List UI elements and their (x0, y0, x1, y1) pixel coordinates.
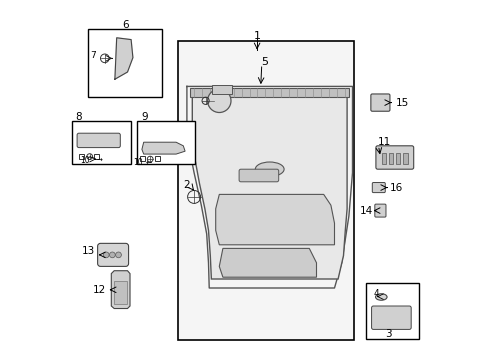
Text: 7: 7 (90, 51, 96, 60)
Bar (114, 281, 127, 304)
Ellipse shape (207, 89, 230, 113)
Text: 5: 5 (260, 57, 267, 67)
Ellipse shape (255, 162, 284, 176)
Bar (388, 153, 392, 164)
FancyBboxPatch shape (375, 146, 413, 169)
Text: 12: 12 (92, 285, 106, 295)
Text: 10: 10 (133, 158, 142, 167)
PathPatch shape (219, 248, 316, 277)
FancyBboxPatch shape (371, 306, 410, 329)
PathPatch shape (192, 90, 346, 279)
Text: 4: 4 (373, 289, 378, 298)
Text: 14: 14 (359, 206, 372, 216)
Bar (155, 156, 160, 161)
Text: 8: 8 (76, 112, 82, 122)
Text: 1: 1 (253, 31, 260, 41)
Text: 9: 9 (141, 112, 147, 122)
Text: 16: 16 (389, 183, 403, 193)
Circle shape (109, 252, 115, 258)
Bar (381, 153, 385, 164)
FancyBboxPatch shape (239, 169, 278, 182)
FancyBboxPatch shape (98, 243, 128, 266)
Bar (178, 41, 354, 340)
Text: ←: ← (145, 158, 152, 167)
FancyBboxPatch shape (370, 94, 389, 111)
Text: 10: 10 (81, 156, 90, 165)
Bar (88, 29, 162, 97)
Bar (140, 156, 145, 161)
PathPatch shape (215, 194, 334, 245)
Bar (212, 85, 231, 94)
Ellipse shape (375, 294, 386, 300)
PathPatch shape (111, 271, 130, 309)
FancyBboxPatch shape (374, 204, 385, 217)
Text: 15: 15 (395, 98, 408, 108)
Text: 2: 2 (183, 180, 189, 190)
Polygon shape (115, 38, 133, 79)
Bar (79, 154, 84, 159)
Circle shape (103, 252, 109, 258)
Text: 13: 13 (81, 246, 95, 256)
Text: 11: 11 (377, 137, 390, 147)
Circle shape (115, 252, 121, 258)
PathPatch shape (142, 142, 185, 154)
Bar (395, 153, 400, 164)
Bar (72, 121, 130, 164)
Bar (366, 283, 419, 339)
Text: →: → (97, 158, 102, 163)
Text: 3: 3 (385, 329, 391, 339)
Bar (190, 88, 348, 97)
FancyBboxPatch shape (77, 133, 120, 148)
Bar (136, 121, 194, 164)
FancyBboxPatch shape (371, 183, 385, 193)
Bar (403, 153, 407, 164)
Text: 6: 6 (122, 20, 129, 30)
Bar (94, 154, 99, 159)
